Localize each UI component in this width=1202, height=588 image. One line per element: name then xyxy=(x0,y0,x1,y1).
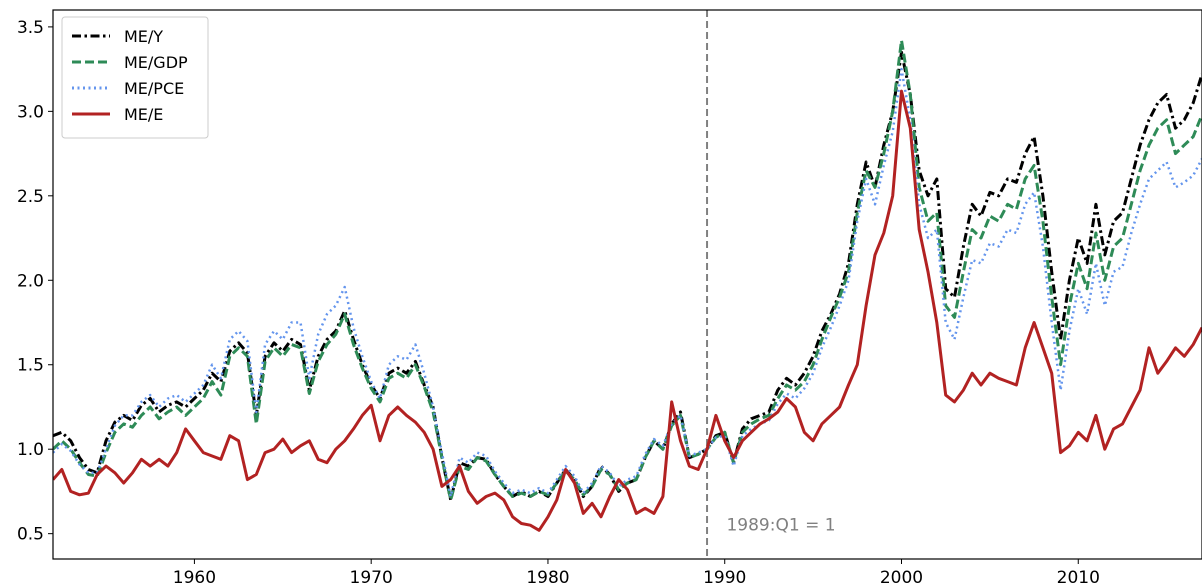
series-layer xyxy=(53,38,1202,532)
y-tick-label: 3.5 xyxy=(17,18,44,38)
legend-label: ME/E xyxy=(124,105,163,124)
series-line-1 xyxy=(53,38,1202,502)
legend-label: ME/Y xyxy=(124,27,163,46)
y-tick-label: 1.0 xyxy=(17,440,44,460)
series-line-3 xyxy=(53,89,1202,532)
legend-box xyxy=(61,16,209,139)
y-tick-label: 1.5 xyxy=(17,356,44,376)
series-line-0 xyxy=(53,50,1202,502)
y-tick-label: 0.5 xyxy=(17,525,44,545)
annotation-label: 1989:Q1 = 1 xyxy=(726,515,835,535)
x-tick-label: 1960 xyxy=(173,568,216,588)
y-axis: 0.5 1.0 1.5 2.0 2.5 3.0 3.5 xyxy=(17,18,53,545)
x-tick-label: 1970 xyxy=(350,568,393,588)
y-tick-label: 2.5 xyxy=(17,187,44,207)
x-axis: 1960 1970 1980 1990 2000 2010 xyxy=(173,559,1100,588)
x-tick-label: 2010 xyxy=(1057,568,1100,588)
plot-frame xyxy=(52,9,1202,560)
legend-label: ME/GDP xyxy=(124,53,188,72)
legend-label: ME/PCE xyxy=(124,79,184,98)
series-line-2 xyxy=(53,67,1202,498)
x-tick-label: 1980 xyxy=(526,568,569,588)
y-tick-label: 3.0 xyxy=(17,102,44,122)
x-tick-label: 1990 xyxy=(703,568,746,588)
legend: ME/Y ME/GDP ME/PCE ME/E xyxy=(61,16,209,139)
y-tick-label: 2.0 xyxy=(17,271,44,291)
x-tick-label: 2000 xyxy=(880,568,923,588)
